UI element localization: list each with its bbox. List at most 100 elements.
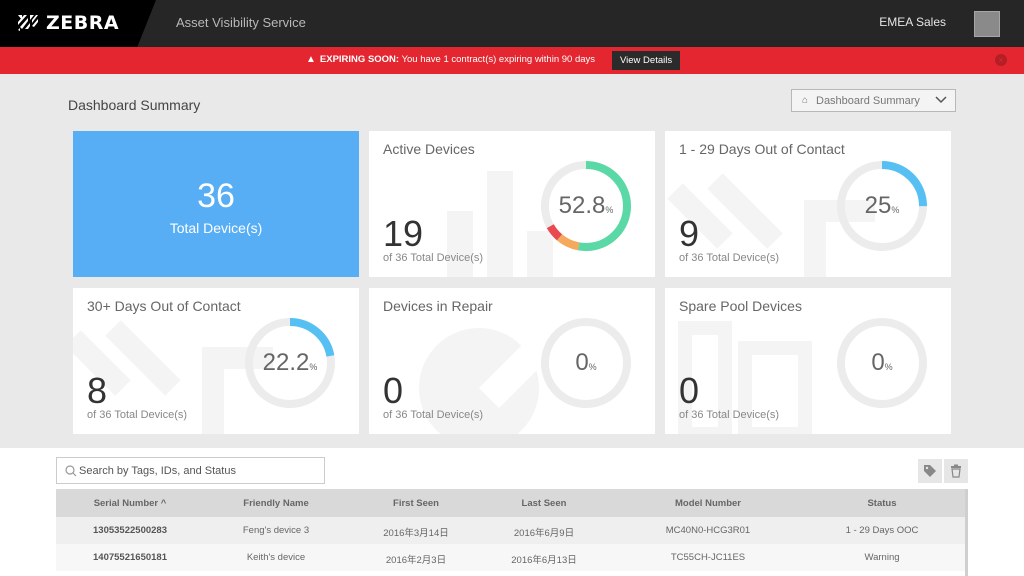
card-title: Devices in Repair [383, 298, 493, 314]
donut-chart [245, 318, 335, 408]
card-title: 30+ Days Out of Contact [87, 298, 241, 314]
cell-last-seen: 2016年6月13日 [511, 555, 577, 566]
zebra-logo-icon [18, 15, 38, 31]
column-label: Serial Number [93, 498, 159, 509]
logo[interactable]: ZEBRA [0, 0, 156, 47]
table-row[interactable]: 13053522500283 Feng's device 3 2016年3月14… [56, 517, 968, 544]
app-title: Asset Visibility Service [176, 15, 306, 30]
donut-percent: 0% [835, 316, 929, 410]
dashboard-select-value: Dashboard Summary [816, 95, 920, 107]
card-count: 19 [383, 213, 424, 254]
donut-percent: 0% [539, 316, 633, 410]
percent-value: 0 [871, 349, 885, 376]
spare-pool-card[interactable]: Spare Pool Devices 0 of 36 Total Device(… [665, 288, 951, 434]
percent-symbol: % [884, 362, 893, 372]
chevron-down-icon [935, 96, 947, 104]
card-title: Spare Pool Devices [679, 298, 802, 314]
percent-symbol: % [588, 362, 597, 372]
table-row[interactable]: 14075521650181 Keith's device 2016年2月3日 … [56, 544, 968, 571]
percent-symbol: % [891, 205, 900, 215]
expiry-alert-banner: ▲ EXPIRING SOON: You have 1 contract(s) e… [0, 47, 1024, 74]
cell-first-seen: 2016年2月3日 [385, 555, 447, 566]
column-header-friendly-name[interactable]: Friendly Name [243, 498, 309, 509]
card-subtitle: of 36 Total Device(s) [679, 252, 780, 264]
total-devices-card[interactable]: 36 Total Device(s) [73, 131, 359, 277]
top-bar: ZEBRA Asset Visibility Service EMEA Sale… [0, 0, 1024, 47]
dashboard-select[interactable]: ⌂ Dashboard Summary [791, 89, 956, 112]
total-devices-label: Total Device(s) [169, 220, 263, 236]
cell-friendly-name: Feng's device 3 [242, 525, 310, 536]
column-header-model-number[interactable]: Model Number [675, 498, 741, 509]
search-box[interactable] [56, 457, 325, 484]
donut-percent: 52.8% [539, 159, 633, 253]
view-details-button[interactable]: View Details [612, 51, 681, 70]
warning-icon: ▲ [306, 54, 316, 65]
page-title: Dashboard Summary [68, 97, 201, 113]
percent-symbol: % [309, 362, 318, 372]
logo-text: ZEBRA [46, 12, 120, 34]
delete-button[interactable] [944, 459, 968, 483]
donut-track [837, 318, 927, 408]
account-name[interactable]: EMEA Sales [879, 15, 946, 29]
donut-percent: 25% [835, 159, 929, 253]
column-header-first-seen[interactable]: First Seen [393, 498, 439, 509]
percent-symbol: % [605, 205, 614, 215]
cell-status: Warning [864, 552, 900, 563]
trash-icon [951, 464, 961, 478]
signal-watermark-icon [667, 173, 875, 277]
cell-friendly-name: Keith's device [246, 552, 306, 563]
cell-serial: 13053522500283 [93, 525, 167, 536]
cell-first-seen: 2016年3月14日 [383, 528, 449, 539]
card-title: 1 - 29 Days Out of Contact [679, 141, 845, 157]
card-subtitle: of 36 Total Device(s) [679, 409, 780, 421]
card-count: 9 [679, 213, 700, 254]
donut-chart [541, 161, 631, 251]
sort-ascending-icon: ^ [160, 498, 167, 509]
cell-model-number: TC55CH-JC11ES [670, 552, 746, 563]
search-input[interactable] [79, 462, 319, 480]
search-icon [65, 465, 77, 477]
card-count: 0 [383, 370, 404, 411]
chart-watermark-icon [447, 171, 553, 277]
card-subtitle: of 36 Total Device(s) [87, 409, 188, 421]
ooc-1-29-card[interactable]: 1 - 29 Days Out of Contact 9 of 36 Total… [665, 131, 951, 277]
total-devices-count: 36 [197, 177, 235, 215]
table-header: Serial Number ^ Friendly Name First Seen… [56, 489, 968, 517]
cell-model-number: MC40N0-HCG3R01 [665, 525, 751, 536]
scrollbar[interactable] [965, 489, 968, 576]
cell-serial: 14075521650181 [93, 552, 167, 563]
card-count: 0 [679, 370, 700, 411]
column-header-status[interactable]: Status [867, 498, 897, 509]
alert-message: You have 1 contract(s) expiring within 9… [401, 54, 596, 65]
card-count: 8 [87, 370, 108, 411]
device-watermark-icon [678, 321, 812, 434]
donut-chart [541, 318, 631, 408]
donut-percent: 22.2% [243, 316, 337, 410]
donut-segment-0 [245, 318, 335, 408]
cell-last-seen: 2016年6月9日 [513, 528, 575, 539]
avatar[interactable] [974, 11, 1000, 37]
ooc-30-plus-card[interactable]: 30+ Days Out of Contact 8 of 36 Total De… [73, 288, 359, 434]
wrench-watermark-icon [419, 318, 569, 434]
percent-value: 22.2 [262, 349, 310, 376]
donut-track [541, 318, 631, 408]
column-header-serial[interactable]: Serial Number ^ [56, 498, 204, 509]
close-icon[interactable]: × [995, 54, 1007, 66]
alert-label: EXPIRING SOON: [319, 54, 400, 65]
percent-value: 25 [864, 192, 892, 219]
donut-chart [837, 318, 927, 408]
donut-chart [837, 161, 927, 251]
cell-status: 1 - 29 Days OOC [845, 525, 919, 536]
tag-icon [924, 465, 936, 477]
donut-segment-0 [541, 161, 631, 251]
active-devices-card[interactable]: Active Devices 19 of 36 Total Device(s) … [369, 131, 655, 277]
card-subtitle: of 36 Total Device(s) [383, 252, 484, 264]
column-header-last-seen[interactable]: Last Seen [521, 498, 567, 509]
donut-segment-0 [837, 161, 927, 251]
card-subtitle: of 36 Total Device(s) [383, 409, 484, 421]
percent-value: 52.8 [558, 192, 606, 219]
dashboard-icon: ⌂ [802, 95, 809, 106]
alert-message-wrap: ▲ EXPIRING SOON: You have 1 contract(s) e… [306, 54, 595, 65]
tag-button[interactable] [918, 459, 942, 483]
devices-in-repair-card[interactable]: Devices in Repair 0 of 36 Total Device(s… [369, 288, 655, 434]
